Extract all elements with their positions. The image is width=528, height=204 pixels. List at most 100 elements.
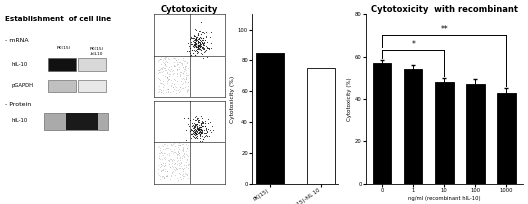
- Point: [154, 91, 163, 94]
- Point: [165, 77, 173, 80]
- Point: [154, 164, 162, 167]
- Point: [166, 72, 175, 76]
- Point: [182, 172, 191, 176]
- Point: [174, 166, 183, 169]
- Point: [184, 124, 193, 127]
- Point: [157, 90, 166, 93]
- Point: [194, 51, 203, 54]
- Point: [164, 87, 172, 90]
- Point: [190, 125, 199, 128]
- Point: [161, 164, 169, 167]
- Point: [166, 165, 175, 168]
- Point: [194, 43, 202, 47]
- Point: [203, 130, 211, 133]
- Point: [173, 167, 181, 171]
- Point: [167, 173, 175, 176]
- Point: [197, 131, 205, 134]
- Point: [188, 128, 196, 131]
- Point: [156, 147, 164, 150]
- Point: [173, 143, 182, 146]
- Point: [191, 54, 200, 57]
- Point: [195, 42, 204, 46]
- Point: [176, 143, 184, 147]
- Point: [157, 169, 165, 172]
- Point: [196, 45, 205, 48]
- Point: [197, 128, 205, 132]
- Point: [179, 176, 187, 179]
- Point: [189, 136, 197, 139]
- Point: [196, 127, 204, 131]
- Point: [191, 126, 200, 129]
- Point: [202, 126, 211, 130]
- Point: [200, 40, 209, 43]
- Point: [162, 174, 170, 177]
- Point: [161, 155, 169, 159]
- Point: [203, 134, 211, 137]
- Point: [196, 132, 204, 135]
- FancyBboxPatch shape: [78, 80, 106, 92]
- Point: [154, 167, 163, 171]
- Point: [156, 55, 165, 59]
- Point: [194, 127, 202, 131]
- Point: [204, 121, 212, 124]
- Point: [161, 57, 169, 60]
- Point: [195, 118, 203, 121]
- Title: Cytotoxicity  with recombinant: Cytotoxicity with recombinant: [371, 4, 518, 13]
- Point: [187, 37, 195, 40]
- Point: [201, 134, 209, 137]
- Point: [163, 70, 172, 73]
- Point: [168, 170, 176, 173]
- Point: [197, 124, 206, 127]
- Point: [193, 37, 202, 40]
- Point: [195, 127, 203, 130]
- Point: [169, 166, 177, 169]
- Point: [162, 59, 171, 63]
- Point: [192, 132, 201, 135]
- Point: [163, 88, 171, 91]
- Point: [184, 41, 192, 45]
- Point: [156, 174, 165, 177]
- Point: [172, 167, 181, 171]
- Point: [159, 167, 167, 171]
- Point: [180, 167, 188, 170]
- Text: PK(15): PK(15): [56, 47, 71, 50]
- Point: [197, 45, 206, 48]
- Point: [206, 41, 215, 44]
- Point: [176, 90, 184, 93]
- Text: *: *: [411, 40, 415, 49]
- Point: [195, 40, 203, 43]
- Point: [190, 40, 198, 43]
- Point: [195, 38, 203, 41]
- Point: [202, 133, 210, 136]
- Point: [177, 61, 185, 65]
- Point: [163, 146, 171, 150]
- Point: [173, 177, 182, 180]
- Point: [181, 81, 190, 84]
- Point: [155, 155, 163, 158]
- Point: [171, 144, 180, 147]
- Point: [157, 150, 165, 153]
- Point: [163, 174, 171, 178]
- Point: [156, 165, 164, 168]
- Point: [161, 174, 169, 177]
- Text: **: **: [440, 25, 448, 34]
- Point: [158, 152, 167, 155]
- Point: [161, 60, 169, 63]
- Point: [193, 35, 202, 39]
- Point: [164, 90, 172, 93]
- Point: [192, 118, 201, 122]
- Point: [161, 62, 169, 65]
- Point: [169, 85, 177, 88]
- Point: [161, 62, 169, 66]
- Point: [159, 65, 167, 69]
- Point: [163, 158, 172, 161]
- Point: [168, 143, 177, 146]
- Bar: [466, 84, 485, 184]
- Bar: [373, 63, 391, 184]
- Text: hIL-10: hIL-10: [12, 119, 27, 123]
- Point: [155, 71, 163, 74]
- Point: [182, 153, 190, 156]
- Point: [173, 72, 182, 75]
- Point: [164, 90, 172, 93]
- Point: [161, 161, 169, 164]
